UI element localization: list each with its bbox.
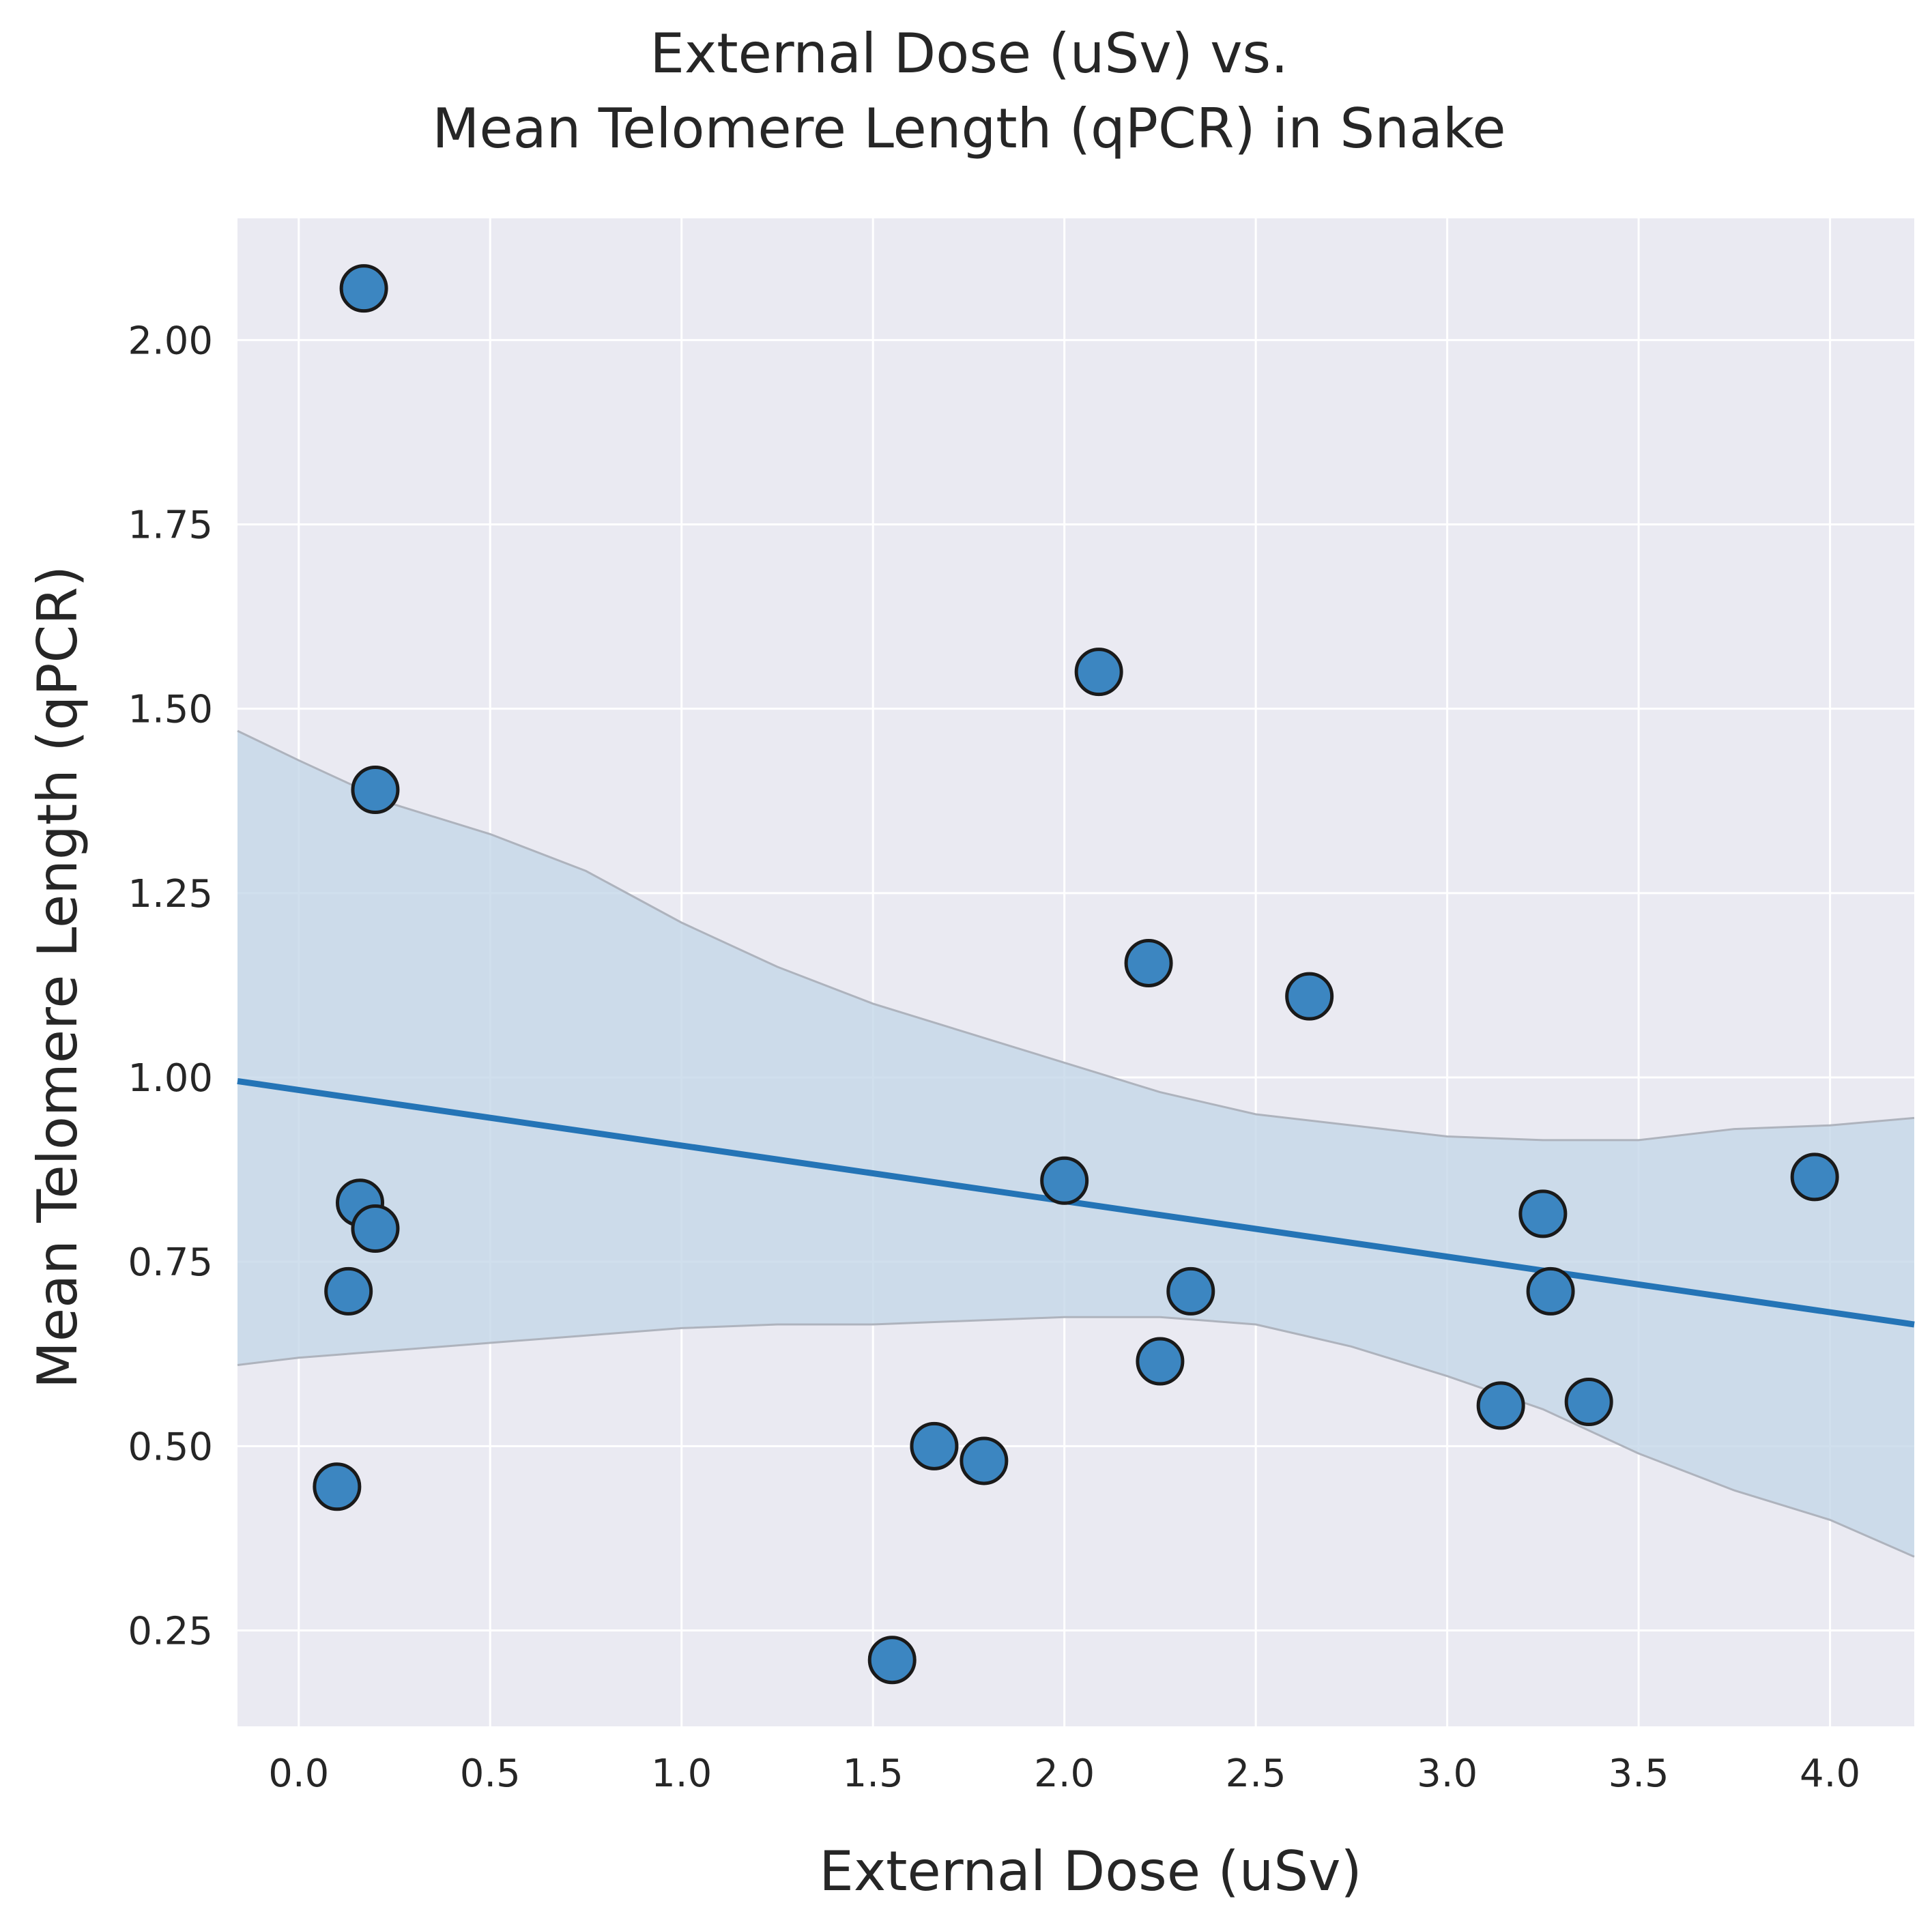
data-points xyxy=(313,264,1839,1685)
y-tick-label: 2.00 xyxy=(128,319,213,363)
y-tick-label: 1.50 xyxy=(128,688,213,732)
data-point xyxy=(1526,1266,1575,1316)
y-tick-label: 0.25 xyxy=(128,1610,213,1654)
data-point xyxy=(324,1266,373,1316)
x-tick-label: 2.5 xyxy=(1226,1752,1286,1796)
y-axis-ticks: 0.25 0.50 0.75 1.00 1.25 1.50 1.75 2.00 xyxy=(128,319,213,1653)
data-point xyxy=(1136,1337,1185,1386)
chart-title-line-1: External Dose (uSv) vs. xyxy=(650,22,1288,85)
data-point xyxy=(1790,1152,1839,1202)
x-tick-label: 2.0 xyxy=(1034,1752,1095,1796)
y-tick-label: 0.75 xyxy=(128,1241,213,1285)
data-point xyxy=(1564,1377,1613,1426)
x-tick-label: 0.0 xyxy=(268,1752,329,1796)
y-tick-label: 1.25 xyxy=(128,872,213,916)
y-axis-label: Mean Telomere Length (qPCR) xyxy=(26,566,89,1389)
y-tick-label: 0.50 xyxy=(128,1425,213,1469)
confidence-band xyxy=(237,731,1914,1557)
x-axis-label: External Dose (uSv) xyxy=(819,1840,1361,1903)
chart-title-line-2: Mean Telomere Length (qPCR) in Snake xyxy=(432,97,1505,160)
data-point xyxy=(339,264,388,313)
y-tick-label: 1.75 xyxy=(128,503,213,547)
data-point xyxy=(1476,1381,1525,1430)
confidence-band-lower-edge xyxy=(237,1316,1915,1558)
data-point xyxy=(351,766,400,815)
data-point xyxy=(1518,1189,1568,1238)
data-point xyxy=(910,1421,959,1470)
data-point xyxy=(313,1462,362,1511)
x-tick-label: 3.0 xyxy=(1417,1752,1477,1796)
x-tick-label: 3.5 xyxy=(1609,1752,1669,1796)
y-tick-label: 1.00 xyxy=(128,1056,213,1101)
data-point xyxy=(1074,648,1123,697)
data-point xyxy=(351,1204,400,1253)
data-point xyxy=(1124,938,1173,987)
data-point xyxy=(960,1436,1009,1485)
regression-line xyxy=(237,1077,1915,1328)
data-point xyxy=(1040,1156,1089,1205)
x-tick-label: 1.5 xyxy=(843,1752,904,1796)
x-tick-label: 0.5 xyxy=(460,1752,521,1796)
x-axis-ticks: 0.0 0.5 1.0 1.5 2.0 2.5 3.0 3.5 4.0 xyxy=(268,1752,1860,1796)
x-tick-label: 4.0 xyxy=(1800,1752,1860,1796)
confidence-band-upper-edge xyxy=(237,729,1915,1142)
data-point xyxy=(1285,972,1334,1021)
x-tick-label: 1.0 xyxy=(651,1752,712,1796)
data-point xyxy=(1166,1266,1215,1316)
data-point xyxy=(867,1636,917,1685)
